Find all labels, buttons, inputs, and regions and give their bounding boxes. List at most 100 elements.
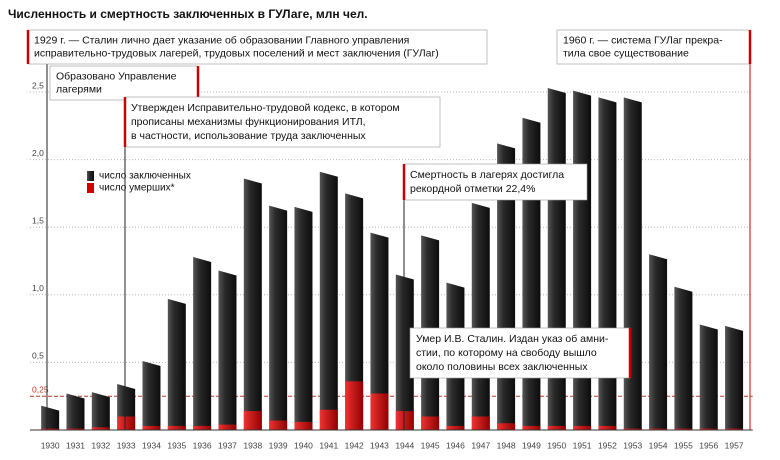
death-bar <box>345 381 364 430</box>
annotation-text: стии, по которому на свободу вышло <box>416 347 597 359</box>
death-bar <box>573 425 592 430</box>
y-tick-label: 1,5 <box>32 215 44 225</box>
death-bar <box>269 420 288 430</box>
bar <box>193 256 212 430</box>
legend-label: число заключенных <box>99 171 191 182</box>
death-bar <box>446 425 465 430</box>
x-tick-label: 1943 <box>370 440 389 450</box>
x-tick-label: 1944 <box>395 440 414 450</box>
death-bar <box>294 421 313 430</box>
death-bar <box>725 428 744 430</box>
death-bar <box>167 425 186 430</box>
annotation-text: Умер И.В. Сталин. Издан указ об амни- <box>416 333 609 345</box>
bar <box>269 205 288 430</box>
bar <box>547 87 566 430</box>
bar <box>573 90 592 431</box>
annotation-box <box>49 65 199 101</box>
x-tick-label: 1935 <box>167 440 186 450</box>
x-tick-label: 1941 <box>319 440 338 450</box>
x-tick-label: 1938 <box>243 440 262 450</box>
death-bar <box>142 425 161 430</box>
annotation-text: исправительно-трудовых лагерей, трудовых… <box>34 47 439 59</box>
death-bar <box>66 428 85 430</box>
bar <box>91 392 110 430</box>
x-tick-label: 1942 <box>345 440 364 450</box>
bar <box>674 286 693 430</box>
bar <box>243 178 262 430</box>
death-bar <box>193 425 212 430</box>
x-tick-label: 1948 <box>497 440 516 450</box>
death-bar <box>41 428 60 430</box>
bar <box>725 325 744 430</box>
annotation-text: лагерями <box>56 83 102 95</box>
bar <box>142 361 161 430</box>
x-tick-label: 1956 <box>699 440 718 450</box>
death-bar <box>243 411 262 430</box>
death-bar <box>547 425 566 430</box>
x-tick-label: 1933 <box>117 440 136 450</box>
death-bar <box>395 411 414 430</box>
death-bar <box>471 416 490 430</box>
death-bar <box>699 428 718 430</box>
bar <box>598 97 617 430</box>
annotation-box <box>409 327 631 379</box>
y-tick-label: 2,5 <box>32 80 44 90</box>
x-tick-label: 1931 <box>66 440 85 450</box>
annotation-text: рекордной отметки 22,4% <box>410 183 535 195</box>
x-tick-label: 1951 <box>573 440 592 450</box>
death-bar <box>497 423 516 430</box>
annotation-text: Образовано Управление <box>56 70 177 82</box>
bar <box>395 274 414 430</box>
x-tick-label: 1936 <box>193 440 212 450</box>
annotation-text: прописаны механизмы функционирования ИТЛ… <box>131 116 366 128</box>
x-tick-label: 1947 <box>471 440 490 450</box>
x-tick-label: 1953 <box>623 440 642 450</box>
x-tick-label: 1932 <box>91 440 110 450</box>
bar <box>345 193 364 430</box>
death-bar <box>421 416 440 430</box>
death-bar <box>319 409 338 430</box>
bar <box>218 270 237 430</box>
bar <box>471 202 490 430</box>
annotation-text: Утвержден Исправительно-трудовой кодекс,… <box>131 102 400 114</box>
x-tick-label: 1937 <box>218 440 237 450</box>
death-bar <box>598 425 617 430</box>
death-bar <box>218 424 237 430</box>
x-tick-label: 1952 <box>598 440 617 450</box>
death-bar <box>649 428 668 430</box>
legend-swatch <box>87 183 94 193</box>
death-bar <box>623 428 642 430</box>
y-tick-label: 1,0 <box>32 283 44 293</box>
bar <box>167 298 186 430</box>
x-tick-label: 1945 <box>421 440 440 450</box>
legend-swatch <box>87 171 94 181</box>
y-tick-label: 0,5 <box>32 351 44 361</box>
annotation-box <box>556 29 751 65</box>
x-tick-label: 1934 <box>142 440 161 450</box>
bar <box>623 97 642 430</box>
annotation-text: в частности, использование труда заключе… <box>131 130 366 142</box>
death-bar <box>117 416 136 430</box>
x-tick-label: 1939 <box>269 440 288 450</box>
annotation-text: 1960 г. — система ГУЛаг прекра- <box>563 34 723 46</box>
legend-label: число умерших* <box>99 183 175 194</box>
annotation-box <box>403 163 588 201</box>
x-tick-label: 1957 <box>725 440 744 450</box>
annotation-text: тила свое существование <box>563 47 689 59</box>
annotation-text: 1929 г. — Сталин лично дает указание об … <box>34 34 409 46</box>
annotation-box <box>124 96 441 148</box>
bar <box>649 254 668 430</box>
death-bar <box>522 425 541 430</box>
annotation-text: Смертность в лагерях достигла <box>410 169 564 181</box>
x-tick-label: 1954 <box>649 440 668 450</box>
annotation-text: около половины всех заключенных <box>416 361 588 373</box>
death-bar <box>91 427 110 430</box>
death-bar <box>370 393 389 430</box>
death-bar <box>674 428 693 430</box>
bar <box>66 393 85 430</box>
x-tick-label: 1955 <box>674 440 693 450</box>
bar <box>370 232 389 430</box>
bar <box>699 324 718 430</box>
